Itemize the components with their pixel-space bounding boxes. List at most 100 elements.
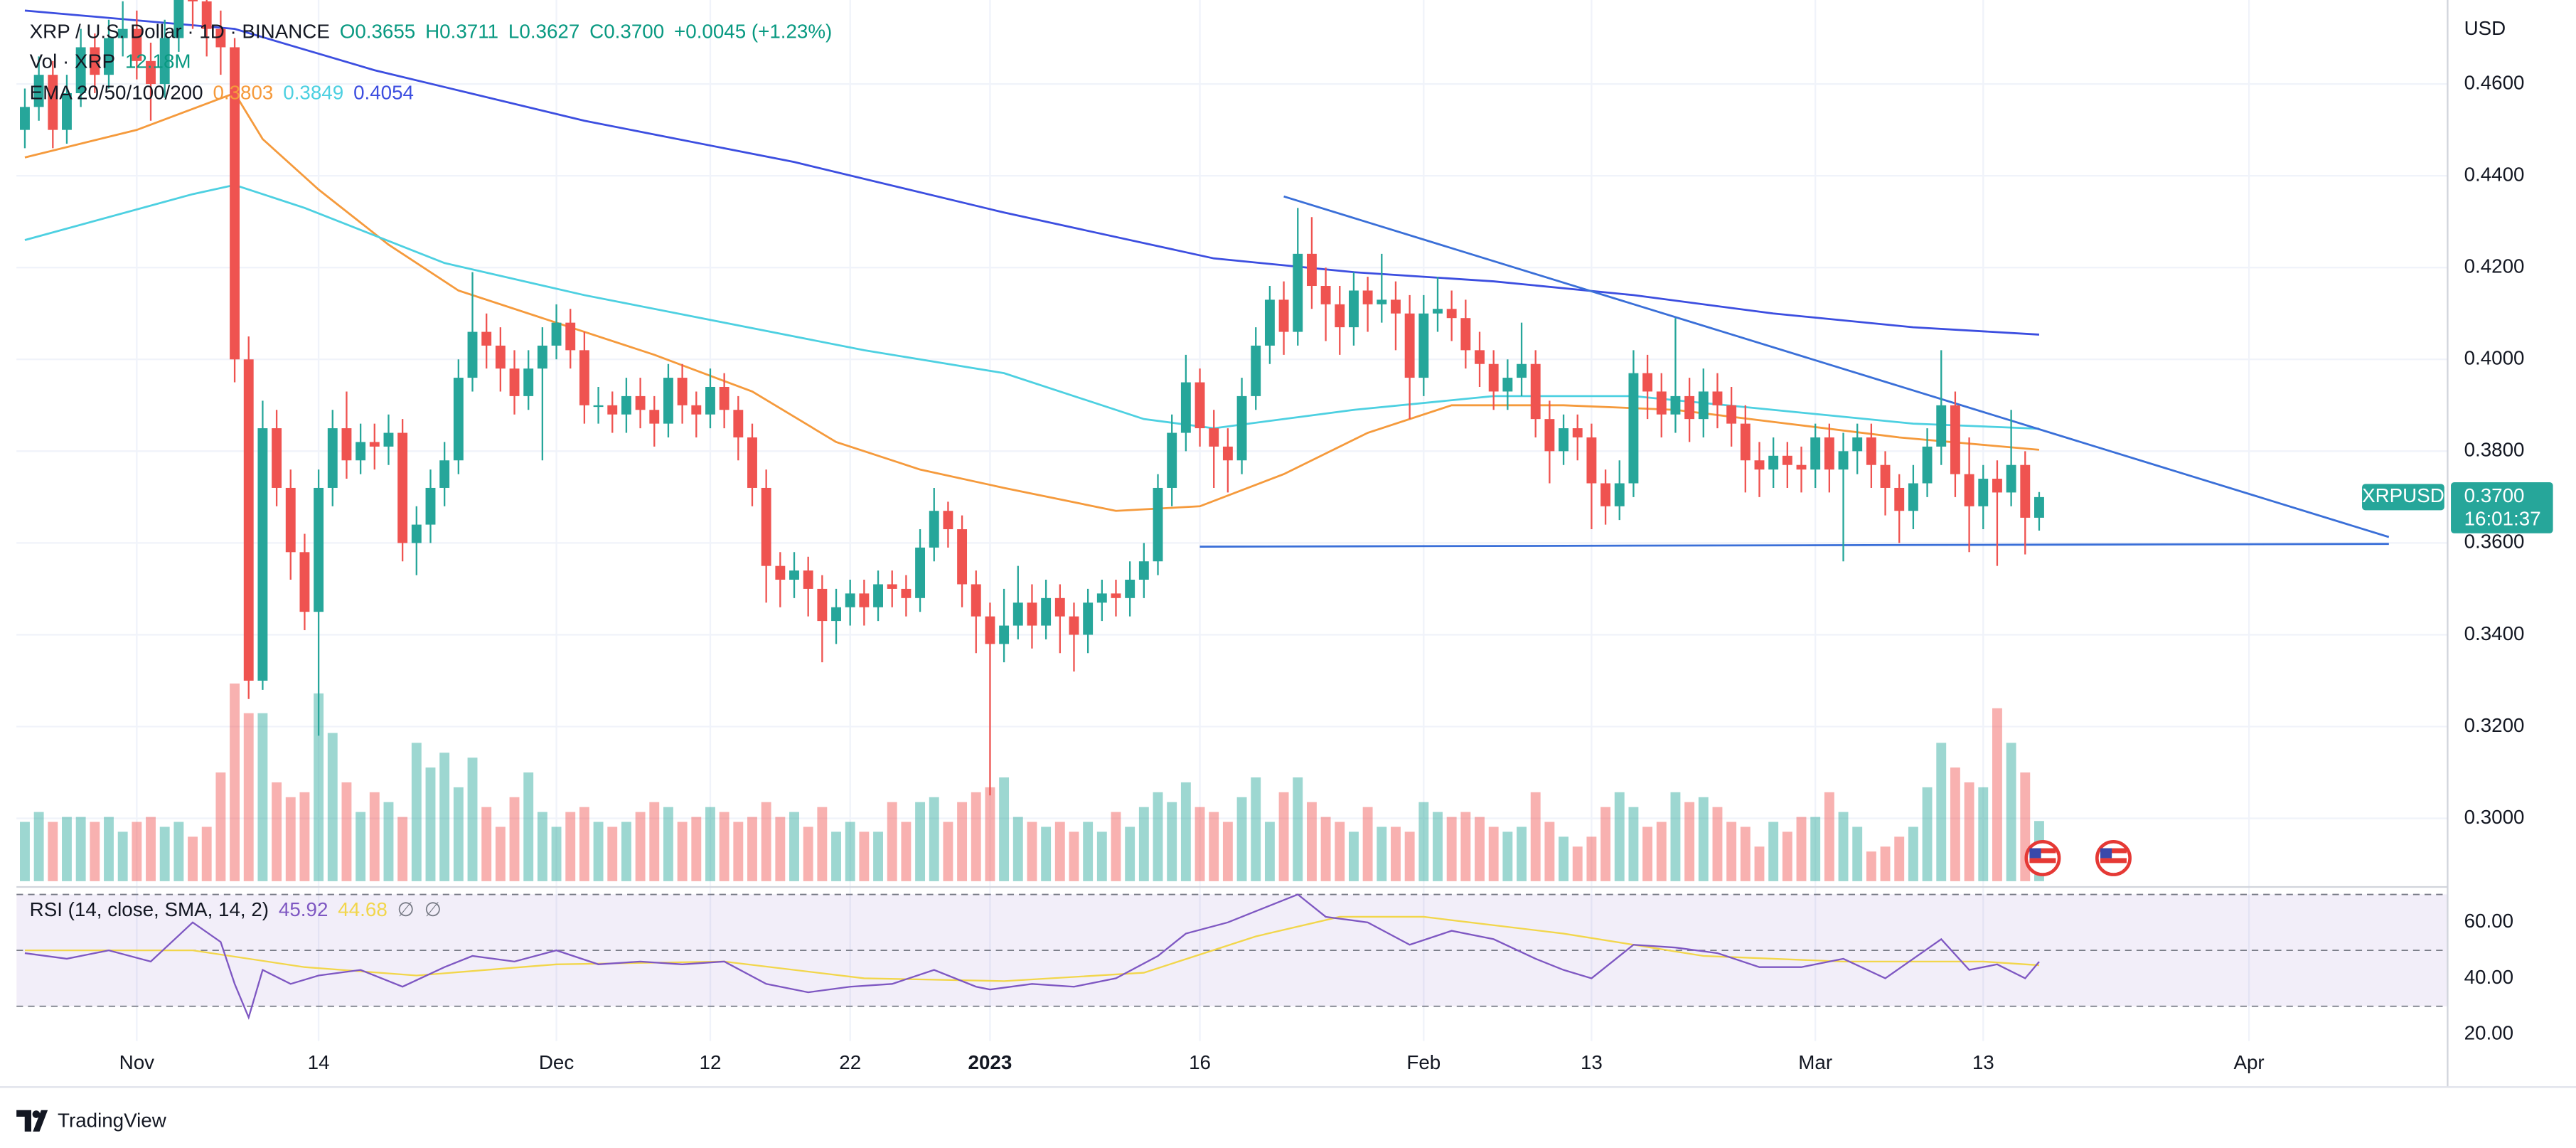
y-tick-label: 0.4000 <box>2464 347 2525 369</box>
candle-body <box>1111 593 1121 598</box>
trend-line <box>1283 195 2390 538</box>
candle-body <box>1138 561 1149 580</box>
volume-bar <box>1377 827 1387 881</box>
x-tick-label: Dec <box>539 1051 574 1073</box>
volume-bar <box>1698 797 1709 881</box>
x-tick-label: Nov <box>119 1051 154 1073</box>
candle-body <box>314 487 324 612</box>
candle-body <box>551 322 562 346</box>
candle-body <box>1866 437 1876 465</box>
candle-body <box>62 92 72 130</box>
candle-body <box>607 405 618 415</box>
candle-body <box>1726 405 1737 424</box>
candle-body <box>1264 299 1275 346</box>
candle-body <box>230 47 240 360</box>
volume-bar <box>201 827 212 881</box>
volume-bar <box>1460 812 1471 881</box>
volume-bar <box>1642 827 1653 881</box>
candle-body <box>1684 395 1695 420</box>
candle-body <box>201 1 212 29</box>
volume-bar <box>565 812 576 881</box>
candle-body <box>1054 597 1065 617</box>
volume-bar <box>733 822 744 881</box>
volume-bar <box>369 792 380 881</box>
candle-body <box>411 524 422 543</box>
volume-bar <box>1992 708 2002 881</box>
volume-bar <box>551 827 562 881</box>
x-tick-label: 16 <box>1189 1051 1211 1073</box>
volume-bar <box>523 772 534 881</box>
candle-body <box>1894 487 1905 511</box>
candle-body <box>733 410 744 437</box>
volume-bar <box>1236 797 1247 881</box>
volume-bar <box>1978 787 1989 881</box>
volume-bar <box>117 831 128 881</box>
candle-body <box>565 322 576 351</box>
volume-bar <box>411 743 422 881</box>
brand-logo <box>16 1110 48 1132</box>
ema-legend-value: 0.3803 <box>213 81 273 103</box>
volume-bar <box>915 802 926 881</box>
price-badge <box>2451 482 2553 533</box>
rsi-legend-label: RSI (14, close, SMA, 14, 2) <box>30 898 269 920</box>
candle-body <box>1936 405 1947 447</box>
volume-bar <box>705 807 715 881</box>
volume-bar <box>1754 846 1765 881</box>
candle-body <box>1838 451 1849 470</box>
volume-bar <box>1726 822 1737 881</box>
volume-bar <box>1740 827 1751 881</box>
rsi-layer <box>16 893 2448 1020</box>
candle-body <box>943 511 953 530</box>
candle-body <box>1404 313 1415 378</box>
ema-line <box>24 92 2040 512</box>
currency-label: USD <box>2464 17 2506 39</box>
candle-body <box>453 378 464 461</box>
label-layer: Nov 14 Dec 12 22 2023 16 Feb 13 Mar 13 Apr 0.3000 0.3… <box>30 17 2553 1073</box>
volume-bar <box>1894 836 1905 881</box>
volume-bar <box>104 817 114 881</box>
candle-body <box>1656 391 1667 415</box>
candle-body <box>1824 437 1834 470</box>
volume-bar <box>1349 831 1359 881</box>
volume-bar <box>495 827 506 881</box>
candle-body <box>677 378 688 405</box>
candle-body <box>299 552 310 612</box>
volume-bar <box>999 777 1010 881</box>
candle-body <box>509 368 520 396</box>
volume-bar <box>1502 831 1513 881</box>
rsi-line <box>24 915 2040 982</box>
volume-bar <box>1096 831 1107 881</box>
candle-body <box>1236 395 1247 461</box>
volume-bar <box>257 713 268 881</box>
volume-bar <box>803 827 813 881</box>
candle-body <box>537 345 547 369</box>
volume-bar <box>1614 792 1625 881</box>
y-tick-label: 0.3200 <box>2464 714 2525 736</box>
candle-body <box>1293 253 1303 332</box>
volume-bar <box>887 802 897 881</box>
candle-body <box>649 410 660 424</box>
volume-bar <box>1293 777 1303 881</box>
candle-body <box>719 386 729 410</box>
candle-body <box>1433 309 1443 314</box>
volume-bar <box>1628 807 1639 881</box>
candle-body <box>1096 593 1107 603</box>
y-tick-label: 0.3800 <box>2464 439 2525 461</box>
candle-body <box>1278 299 1289 332</box>
candle-body <box>1391 299 1401 314</box>
ohlc-value: C0.3700 <box>589 21 664 43</box>
volume-bar <box>1167 802 1177 881</box>
candle-body <box>635 395 646 410</box>
candle-body <box>705 386 715 415</box>
candle-body <box>215 28 226 48</box>
candle-body <box>1488 363 1499 392</box>
candle-body <box>663 378 673 424</box>
volume-bar <box>356 812 366 881</box>
candle-body <box>1180 382 1191 433</box>
volume-bar <box>719 812 729 881</box>
y-tick-label: 0.3600 <box>2464 531 2525 553</box>
candle-body <box>691 405 702 415</box>
candle-body <box>1614 483 1625 506</box>
volume-bar <box>509 797 520 881</box>
